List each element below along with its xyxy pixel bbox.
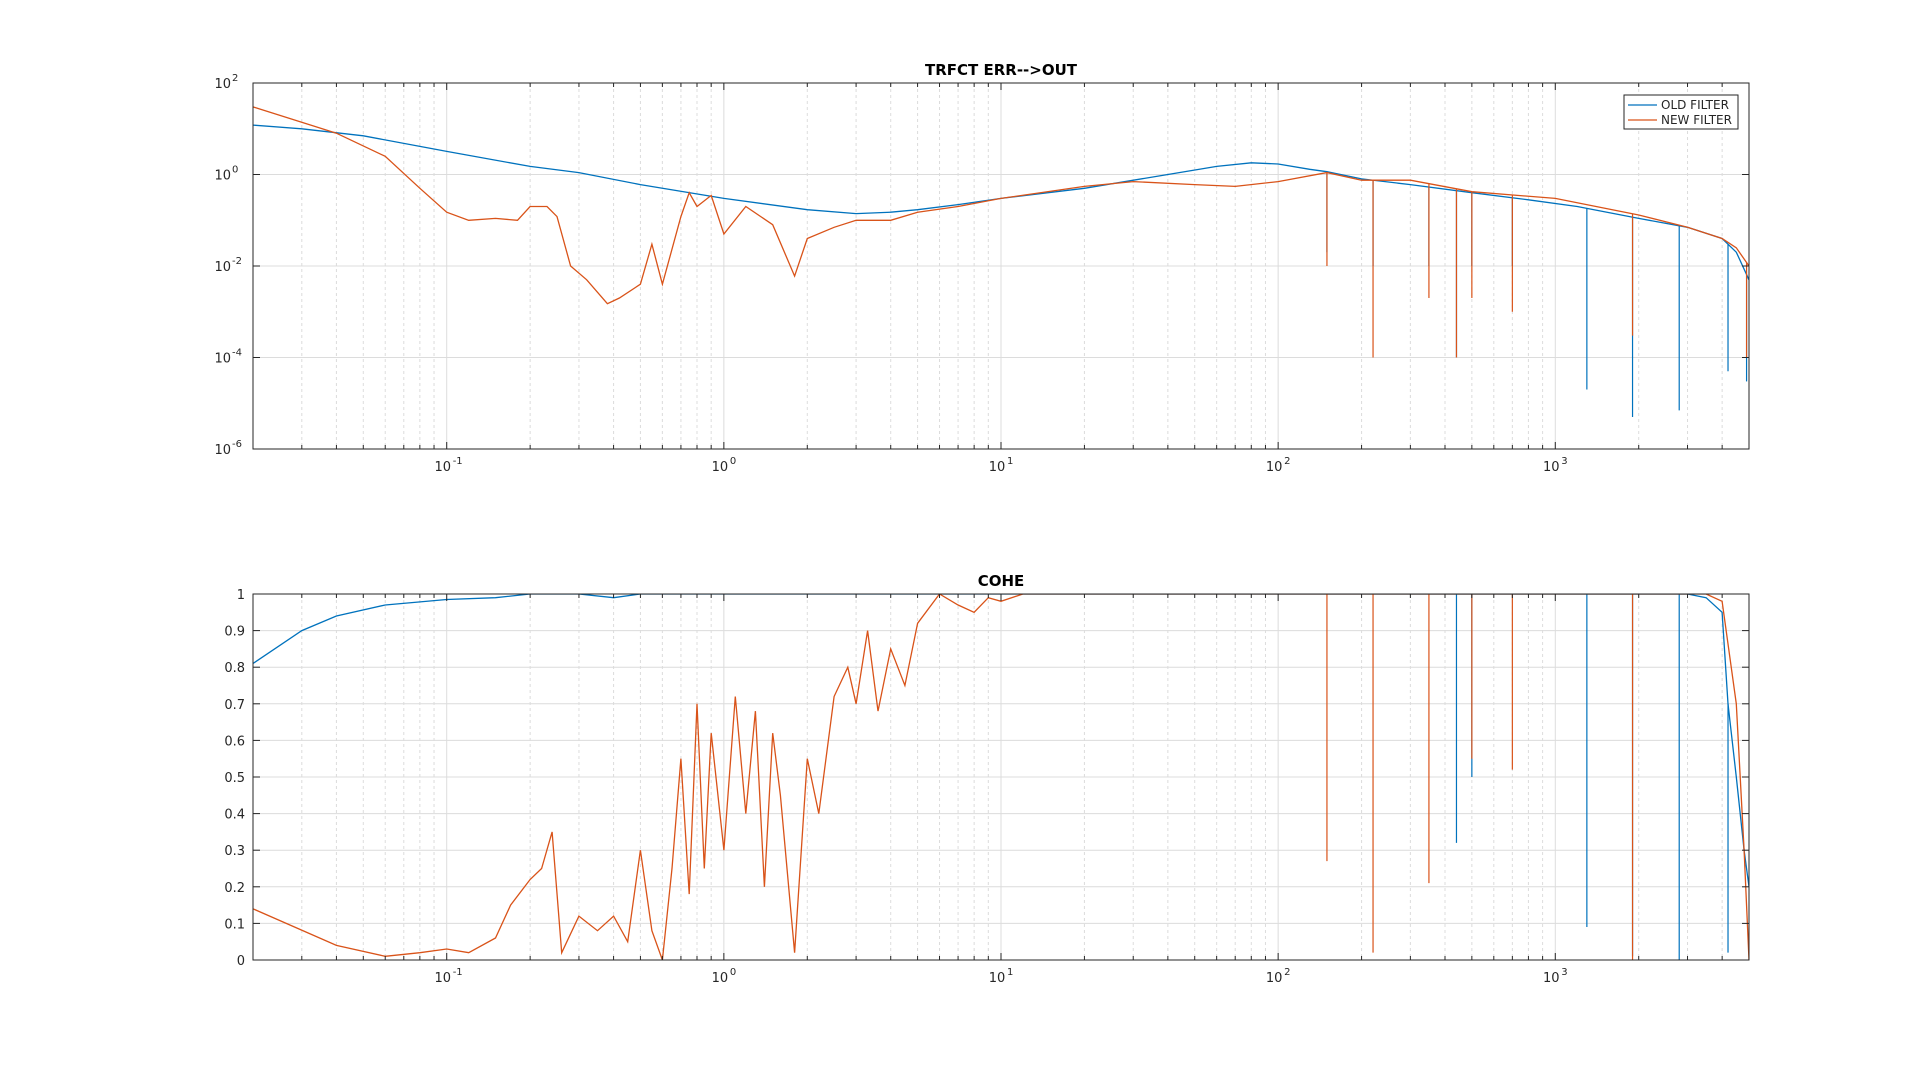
y-tick-label: 10 [214, 169, 231, 184]
y-tick-exponent: -4 [232, 348, 242, 359]
y-tick-label: 0 [237, 954, 245, 969]
x-tick-label: 10 [1543, 971, 1560, 986]
series-line [253, 594, 1749, 960]
x-tick-label: 10 [712, 971, 729, 986]
x-tick-exponent: 0 [730, 456, 736, 467]
series-new-filter [253, 594, 1749, 960]
x-tick-label: 10 [434, 460, 451, 475]
transfer-function-title: TRFCT ERR-->OUT [925, 61, 1078, 79]
coherence-title: COHE [978, 572, 1025, 590]
y-tick-label: 0.6 [224, 734, 245, 749]
y-tick-label: 10 [214, 352, 231, 367]
y-tick-label: 10 [214, 260, 231, 275]
x-tick-label: 10 [989, 460, 1006, 475]
y-tick-label: 0.3 [224, 844, 245, 859]
series-line [253, 124, 1749, 281]
y-tick-exponent: -2 [232, 256, 242, 267]
x-tick-label: 10 [1543, 460, 1560, 475]
y-tick-label: 0.1 [224, 917, 245, 932]
x-tick-label: 10 [1266, 971, 1283, 986]
y-tick-label: 10 [214, 443, 231, 458]
y-tick-label: 0.5 [224, 771, 245, 786]
y-tick-label: 0.4 [224, 808, 245, 823]
series-line [253, 106, 1749, 305]
legend-box [1623, 94, 1739, 130]
y-tick-label: 0.7 [224, 698, 245, 713]
x-tick-label: 10 [434, 971, 451, 986]
transfer-function-axes: TRFCT ERR-->OUT 10 -1 10 0 10 1 10 2 10 310 -610 -4… [214, 61, 1750, 475]
y-tick-label: 0.9 [224, 625, 245, 640]
y-tick-label: 10 [214, 77, 231, 92]
x-tick-exponent: -1 [453, 456, 463, 467]
x-tick-label: 10 [1266, 460, 1283, 475]
y-tick-label: 1 [237, 588, 245, 603]
y-tick-label: 0.8 [224, 661, 245, 676]
series-line [253, 594, 1749, 887]
coherence-axes: COHE 10 -1 10 0 10 1 10 2 10 300.10.20.30.40.50.6… [224, 572, 1750, 986]
x-tick-exponent: 1 [1007, 967, 1013, 978]
x-tick-label: 10 [989, 971, 1006, 986]
y-tick-exponent: 0 [232, 165, 238, 176]
x-tick-exponent: 2 [1284, 456, 1290, 467]
x-tick-exponent: 0 [730, 967, 736, 978]
x-tick-exponent: 1 [1007, 456, 1013, 467]
y-tick-exponent: 2 [232, 73, 238, 84]
y-tick-exponent: -6 [232, 439, 242, 450]
x-tick-exponent: 2 [1284, 967, 1290, 978]
x-tick-exponent: 3 [1561, 967, 1567, 978]
legend-label: NEW FILTER [1661, 113, 1732, 127]
x-tick-label: 10 [712, 460, 729, 475]
x-tick-exponent: 3 [1561, 456, 1567, 467]
x-tick-exponent: -1 [453, 967, 463, 978]
series-new-filter [253, 106, 1749, 358]
y-tick-label: 0.2 [224, 881, 245, 896]
legend-label: OLD FILTER [1661, 98, 1729, 112]
